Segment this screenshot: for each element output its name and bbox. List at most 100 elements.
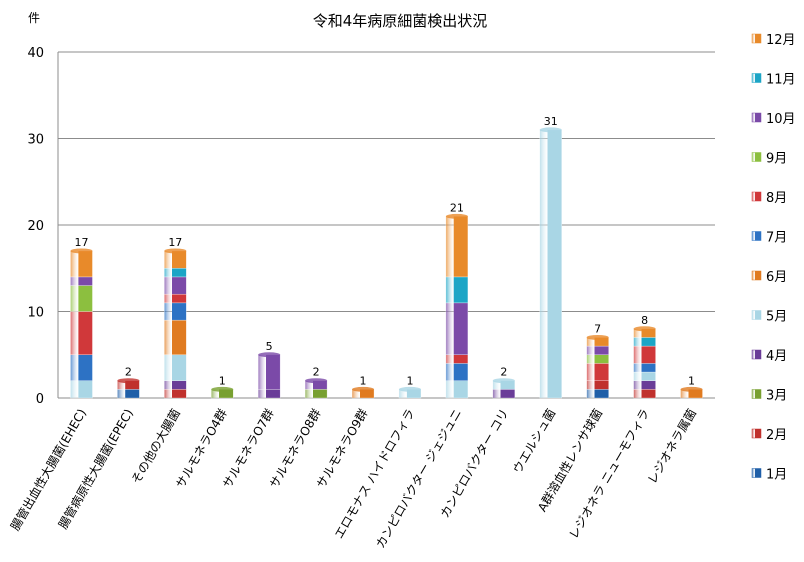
legend-swatch	[751, 349, 762, 360]
legend-swatch	[751, 389, 762, 399]
bar-segment	[117, 389, 140, 399]
y-tick-label: 0	[36, 392, 44, 407]
bar-segment	[586, 363, 609, 381]
y-tick-label: 10	[27, 306, 44, 321]
y-tick-label: 20	[27, 219, 44, 234]
legend-swatch	[751, 270, 762, 281]
grid-lines	[58, 51, 715, 399]
bar-segment	[445, 354, 469, 364]
bar-segment	[164, 276, 187, 295]
bar-segment	[445, 380, 469, 399]
data-label: 21	[450, 201, 464, 214]
bar-cap	[117, 378, 140, 384]
data-label: 1	[360, 374, 367, 387]
chart-title: 令和4年病原細菌検出状況	[313, 12, 488, 30]
data-label: 1	[219, 374, 226, 387]
bar-segment	[633, 371, 656, 381]
x-tick-label: レジオネラ属菌	[645, 407, 699, 487]
bar-segment	[633, 380, 656, 390]
bar-segment	[304, 389, 328, 399]
legend-label: 2月	[766, 428, 787, 443]
bar-segment	[164, 293, 187, 304]
legend-label: 7月	[766, 231, 787, 246]
bar-cap	[445, 213, 468, 219]
x-tick-label: サルモネラO9群	[314, 407, 371, 491]
bar-segment	[164, 302, 187, 321]
bar-segment	[586, 380, 609, 390]
legend-swatch	[751, 33, 762, 44]
legend-swatch	[751, 231, 762, 241]
y-axis-label: 件	[28, 11, 40, 25]
legend-label: 5月	[766, 310, 787, 325]
bar-segment	[633, 363, 656, 373]
x-tick-labels: 腸管出血性大腸菌(EHEC)腸管病原性大腸菌(EPEC)その他の大腸菌サルモネラ…	[7, 406, 699, 551]
bar-segment	[70, 311, 93, 355]
bar-cap	[633, 326, 656, 332]
legend-label: 1月	[766, 468, 787, 483]
legend-swatch	[751, 152, 762, 162]
legend-label: 9月	[766, 152, 787, 167]
data-label: 1	[406, 374, 413, 387]
bar-segment	[257, 354, 281, 390]
legend: 12月 11月 10月 9月 8月 7月 6月 5月 4月 3月 2月 1月	[751, 33, 796, 483]
data-label: 8	[641, 314, 648, 327]
bar-cap	[680, 386, 703, 392]
legend-swatch	[751, 73, 762, 83]
x-tick-label: サルモネラO4群	[173, 407, 230, 491]
bar-segment	[70, 276, 93, 286]
legend-swatch	[751, 468, 762, 478]
bar-cap	[305, 378, 328, 384]
legend-label: 4月	[766, 349, 787, 364]
bar-segment	[586, 354, 609, 364]
bar-segment	[445, 216, 469, 278]
legend-label: 11月	[766, 73, 796, 88]
bar-segment	[586, 345, 609, 356]
bar-cap	[398, 386, 421, 392]
bar-cap	[211, 386, 234, 392]
y-tick-label: 30	[27, 133, 44, 148]
data-label: 5	[266, 340, 273, 353]
bar-segment	[164, 319, 187, 355]
bar-cap	[492, 378, 515, 384]
bar-cap	[586, 334, 609, 340]
legend-swatch	[751, 428, 762, 439]
legend-label: 3月	[766, 389, 787, 404]
bar-segment	[539, 129, 562, 399]
legend-swatch	[751, 310, 762, 320]
bar-segment	[633, 389, 656, 399]
data-label: 1	[688, 374, 695, 387]
data-label: 2	[313, 366, 320, 379]
data-label: 7	[594, 322, 601, 335]
bar-segment	[164, 250, 187, 269]
x-tick-label: その他の大腸菌	[129, 407, 183, 487]
x-tick-label: サルモネラO7群	[220, 407, 277, 491]
y-tick-label: 40	[27, 46, 44, 61]
bar-segment	[445, 302, 469, 356]
legend-label: 8月	[766, 191, 787, 206]
bar-segment	[633, 337, 656, 347]
x-tick-label: レジオネラ ニューモフィラ	[566, 407, 652, 542]
legend-label: 6月	[766, 270, 787, 285]
data-label: 2	[500, 366, 507, 379]
bar-segment	[70, 380, 93, 399]
x-tick-label: サルモネラO8群	[267, 407, 324, 491]
legend-label: 10月	[766, 112, 796, 127]
data-label: 17	[74, 236, 88, 249]
bar-cap	[352, 386, 375, 392]
legend-swatch	[751, 191, 762, 202]
bar-cap	[164, 248, 187, 254]
bar-cap	[70, 248, 93, 254]
bar-segment	[257, 389, 281, 399]
bar-segment	[492, 389, 516, 399]
bar-segment	[445, 276, 469, 304]
x-tick-label: ウエルシュ菌	[510, 407, 558, 476]
bar-cap	[539, 127, 562, 133]
data-label: 17	[168, 236, 182, 249]
bar-segment	[164, 268, 187, 278]
bar-segment	[70, 354, 93, 381]
legend-label: 12月	[766, 33, 796, 48]
x-tick-label: カンピロバクター ジェジュニ	[373, 407, 464, 551]
bars	[70, 127, 703, 399]
